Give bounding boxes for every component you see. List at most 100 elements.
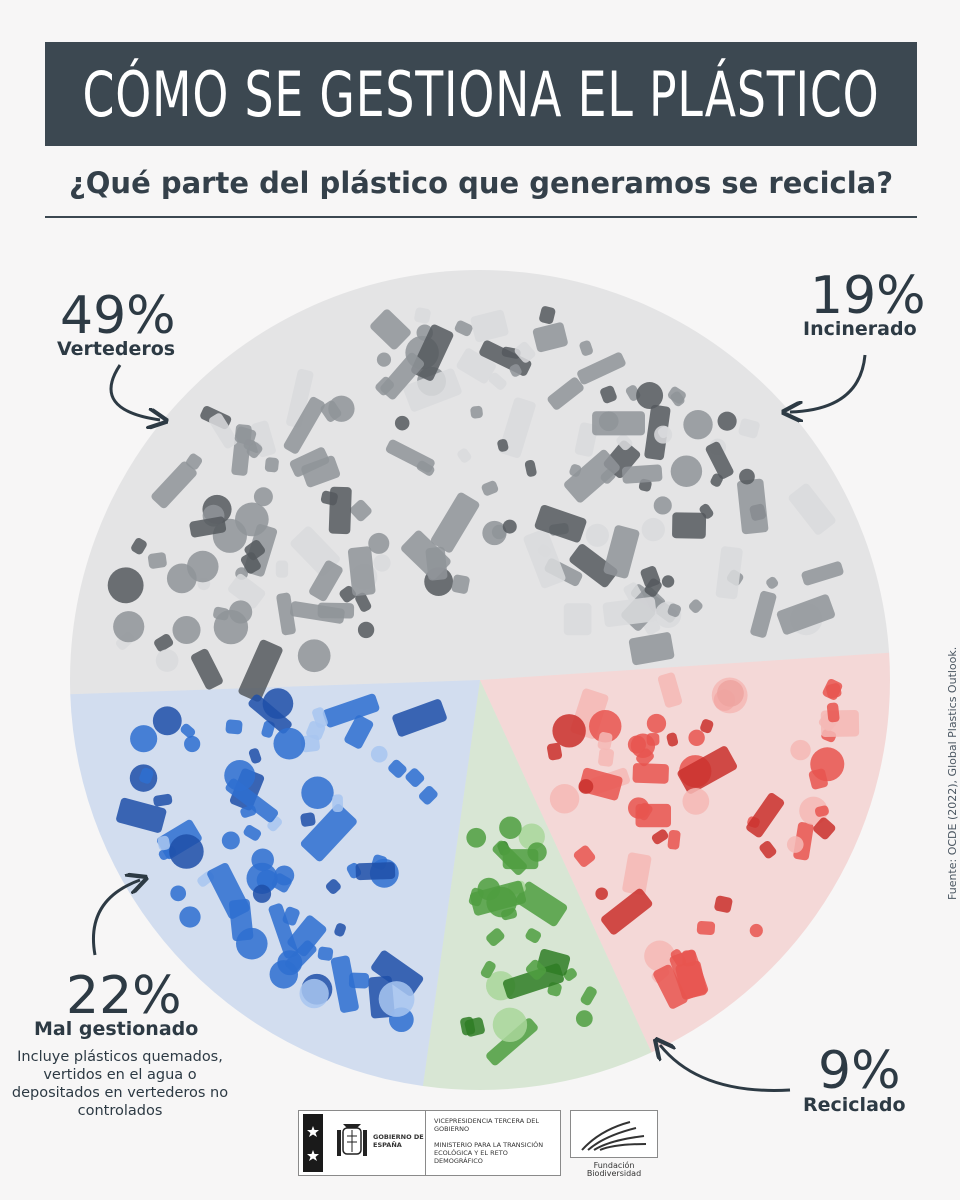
- plastic-item: [573, 845, 596, 867]
- plastic-item: [368, 532, 390, 554]
- plastic-item: [207, 862, 250, 919]
- plastic-item: [309, 560, 343, 602]
- plastic-item: [246, 442, 263, 459]
- plastic-item: [597, 732, 613, 751]
- plastic-item: [524, 459, 537, 477]
- plastic-item: [370, 309, 411, 350]
- plastic-item: [312, 707, 328, 728]
- plastic-item: [574, 422, 598, 457]
- plastic-item: [235, 502, 269, 537]
- label-reciclado: Reciclado: [803, 1094, 906, 1116]
- plastic-item: [539, 306, 556, 324]
- source-note: Fuente: OCDE (2022), Global Plastics Out…: [946, 646, 959, 900]
- plastic-item: [466, 827, 487, 848]
- plastic-item: [152, 706, 182, 736]
- plastic-item: [499, 816, 522, 839]
- plastic-item: [373, 554, 391, 572]
- plastic-item: [139, 767, 154, 784]
- plastic-item: [534, 504, 587, 543]
- plastic-item: [602, 596, 658, 627]
- plastic-item: [598, 748, 615, 767]
- plastic-item: [274, 865, 295, 886]
- plastic-item: [170, 885, 187, 902]
- plastic-item: [766, 576, 779, 589]
- divider: [45, 216, 917, 218]
- plastic-item: [527, 842, 547, 862]
- plastic-item: [322, 693, 380, 728]
- plastic-item: [380, 352, 425, 400]
- plastic-item: [549, 784, 580, 814]
- plastic-item: [299, 978, 329, 1009]
- plastic-item: [355, 592, 372, 612]
- plastic-item: [672, 512, 707, 539]
- plastic-item: [688, 729, 705, 746]
- plastic-item: [677, 746, 737, 794]
- coat-of-arms-icon: [337, 1124, 367, 1156]
- plastic-item: [666, 732, 679, 747]
- plastic-item: [403, 368, 462, 412]
- plastic-item: [621, 464, 663, 484]
- pie-slice-incinerado: [480, 652, 890, 1053]
- pie-slice-reciclado: [422, 680, 652, 1090]
- title-bar: CÓMO SE GESTIONA EL PLÁSTICO: [45, 42, 917, 146]
- plastic-item: [330, 955, 359, 1013]
- plastic-item: [814, 805, 829, 817]
- pct-mal-gestionado: 22%: [66, 966, 182, 1026]
- plastic-item: [683, 409, 713, 440]
- note-mal-gestionado: Incluye plásticos quemados, vertidos en …: [11, 1049, 229, 1119]
- plastic-item: [644, 578, 662, 597]
- plastic-item: [788, 483, 836, 535]
- plastic-item: [131, 538, 147, 555]
- plastic-item: [759, 840, 777, 859]
- plastic-item: [251, 848, 274, 872]
- plastic-item: [746, 792, 785, 838]
- plastic-item: [715, 546, 743, 600]
- plastic-item: [480, 960, 496, 979]
- plastic-item: [739, 468, 755, 485]
- plastic-item: [154, 633, 174, 652]
- plastic-item: [130, 725, 158, 753]
- plastic-item: [300, 812, 316, 827]
- plastic-item: [627, 797, 650, 819]
- plastic-item: [564, 449, 620, 503]
- plastic-item: [499, 397, 536, 458]
- arrow-vertederos: [109, 364, 160, 420]
- gobierno-text: GOBIERNO DE ESPAÑA: [373, 1133, 424, 1149]
- plastic-item: [657, 426, 670, 439]
- plastic-item: [628, 632, 675, 666]
- plastic-item: [457, 448, 472, 463]
- plastic-item: [371, 950, 424, 996]
- pct-incinerado: 19%: [810, 266, 926, 326]
- plastic-item: [248, 748, 262, 764]
- plastic-item: [600, 385, 617, 404]
- plastic-item: [378, 981, 415, 1017]
- plastic-item: [603, 525, 640, 579]
- plastic-item: [317, 602, 355, 619]
- plastic-item: [481, 480, 499, 496]
- plastic-item: [667, 603, 682, 617]
- label-vertederos: Vertederos: [57, 338, 176, 360]
- plastic-item: [670, 455, 703, 487]
- plastic-item: [627, 735, 646, 754]
- plastic-item: [515, 881, 568, 927]
- plastic-item: [370, 745, 388, 763]
- plastic-item: [147, 552, 167, 569]
- plastic-item: [113, 611, 145, 643]
- plastic-item: [808, 768, 828, 790]
- plastic-item: [414, 307, 431, 324]
- plastic-item: [667, 829, 681, 850]
- plastic-item: [180, 723, 196, 738]
- plastic-item: [657, 672, 683, 708]
- plastic-item: [376, 352, 392, 367]
- plastic-item: [717, 411, 737, 431]
- plastic-item: [240, 552, 261, 574]
- plastic-item: [388, 759, 407, 778]
- plastic-item: [646, 732, 660, 746]
- arrow-mal-gestionado: [92, 880, 140, 956]
- plastic-item: [325, 879, 341, 894]
- plastic-item: [497, 439, 509, 452]
- pie-slices: [70, 270, 890, 1090]
- plastic-item: [454, 320, 473, 337]
- plastic-item: [189, 516, 227, 538]
- plastic-item: [577, 352, 626, 385]
